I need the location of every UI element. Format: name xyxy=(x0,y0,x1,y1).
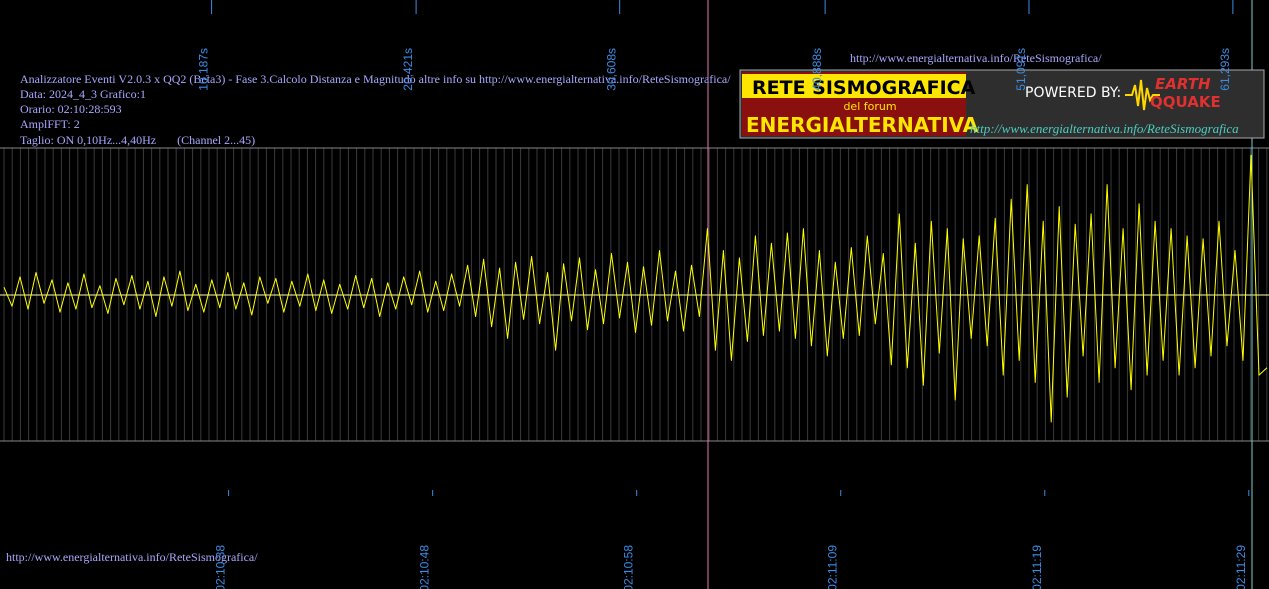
x-tick-label: 10,187s xyxy=(197,48,211,91)
x-tick-label: 40,888s xyxy=(810,48,824,91)
info-line: Taglio: ON 0,10Hz...4,40Hz (Channel 2...… xyxy=(20,133,255,147)
url-top: http://www.energialternativa.info/ReteSi… xyxy=(850,51,1102,65)
info-line: AmplFFT: 2 xyxy=(20,117,80,131)
x-tick-label: 51,091s xyxy=(1014,48,1028,91)
url-bottom: http://www.energialternativa.info/ReteSi… xyxy=(6,550,258,564)
time-tick-label: 02:10:58 xyxy=(622,545,636,589)
info-line: Analizzatore Eventi V2.0.3 x QQ2 (Beta3)… xyxy=(20,72,731,86)
x-tick-label: 30,608s xyxy=(605,48,619,91)
logo-powered: POWERED BY: xyxy=(1025,85,1121,101)
logo-brand-bottom: QQUAKE xyxy=(1150,93,1221,111)
logo-wave xyxy=(1125,79,1160,111)
logo-yellow xyxy=(742,74,966,98)
waveform xyxy=(3,154,1268,423)
logo-brand-top: EARTH xyxy=(1155,75,1211,93)
x-tick-label: 61,293s xyxy=(1218,48,1232,91)
time-tick-label: 02:11:29 xyxy=(1234,545,1248,589)
time-tick-label: 02:10:38 xyxy=(214,545,228,589)
waveform-line xyxy=(3,154,1268,423)
x-tick-label: 20,421s xyxy=(401,48,415,91)
logo-title: RETE SISMOGRAFICA xyxy=(752,77,976,99)
logo-name: ENERGIALTERNATIVA xyxy=(746,113,979,137)
info-block: Analizzatore Eventi V2.0.3 x QQ2 (Beta3)… xyxy=(20,72,731,147)
time-tick-label: 02:10:48 xyxy=(418,545,432,589)
info-line: Orario: 02:10:28:593 xyxy=(20,102,122,116)
logo-url: http://www.energialternativa.info/ReteSi… xyxy=(970,121,1239,136)
time-tick-label: 02:11:19 xyxy=(1030,545,1044,589)
logo-subtitle: del forum xyxy=(843,100,896,113)
time-tick-label: 02:11:09 xyxy=(826,545,840,589)
logo: RETE SISMOGRAFICA del forum ENERGIALTERN… xyxy=(739,69,1265,139)
info-line: Data: 2024_4_3 Grafico:1 xyxy=(20,87,146,101)
